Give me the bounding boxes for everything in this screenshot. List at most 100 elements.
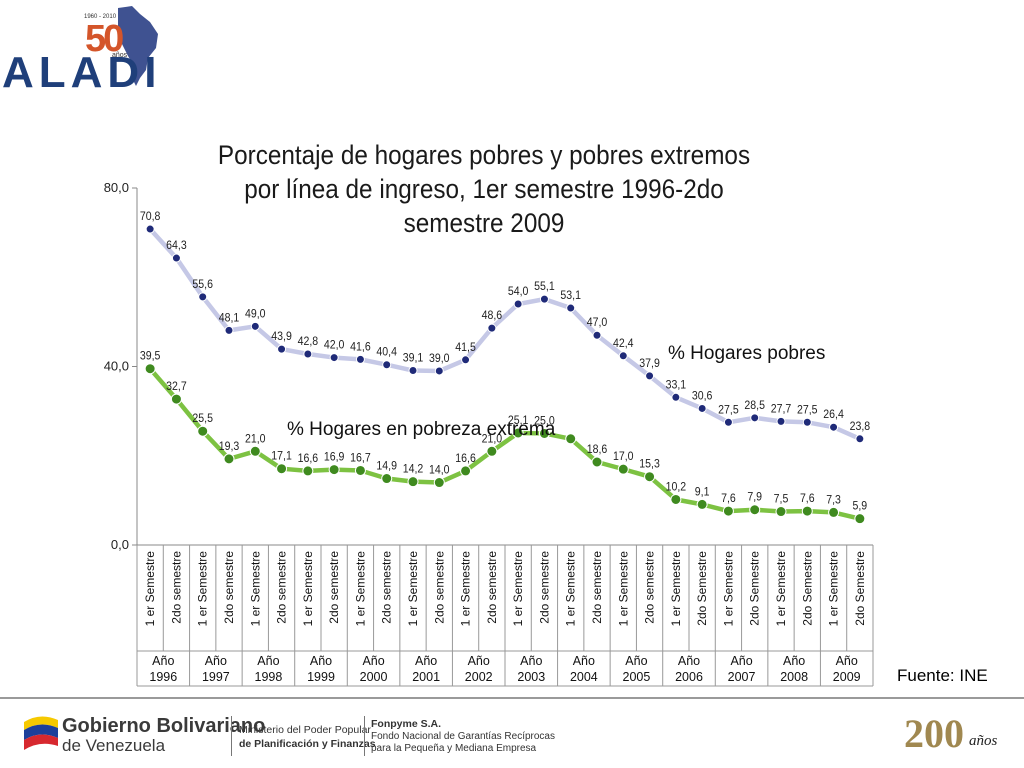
- x-group-year: 2008: [780, 670, 808, 684]
- data-point: [696, 498, 708, 510]
- data-label: 17,0: [613, 451, 634, 464]
- america-map-icon: [118, 6, 158, 86]
- x-tick-label: 1 er Semestre: [301, 551, 315, 627]
- data-label: 39,5: [140, 350, 161, 363]
- x-tick-label: 2do semestre: [222, 551, 236, 624]
- x-group-label: Año: [678, 654, 700, 668]
- data-point: [776, 416, 786, 426]
- data-label: 21,0: [482, 433, 503, 446]
- data-label: 7,3: [826, 494, 841, 507]
- data-point: [512, 427, 524, 439]
- x-tick-label: 1 er Semestre: [616, 551, 630, 627]
- data-point: [408, 366, 418, 376]
- x-tick-label: 1 er Semestre: [721, 551, 735, 627]
- data-label: 25,5: [192, 413, 213, 426]
- x-tick-label: 2do Semestre: [800, 551, 814, 626]
- x-group-label: Año: [415, 654, 437, 668]
- aladi-logo-text: ALADI: [2, 48, 162, 97]
- data-point: [198, 292, 208, 302]
- data-label: 41,5: [455, 341, 476, 354]
- data-point: [277, 344, 287, 354]
- aladi-anniversary-number: 50: [85, 18, 124, 60]
- y-tick-label: 80,0: [104, 180, 129, 195]
- x-tick-label: 1 er Semestre: [774, 551, 788, 627]
- venezuela-flag-icon: [24, 716, 58, 750]
- x-tick-label: 2do semestre: [327, 551, 341, 624]
- x-tick-label: 1 er Semestre: [353, 551, 367, 627]
- y-tick-label: 0,0: [111, 537, 129, 552]
- data-label: 39,0: [429, 352, 450, 365]
- data-point: [538, 427, 550, 439]
- x-group-year: 2005: [623, 670, 651, 684]
- legend-hogares-pobres: % Hogares pobres: [668, 343, 825, 364]
- data-point: [224, 325, 234, 335]
- x-tick-label: 1 er Semestre: [196, 551, 210, 627]
- x-tick-label: 1 er Semestre: [459, 551, 473, 627]
- series-line-pobreza-extrema: [148, 367, 861, 521]
- data-label: 14,2: [403, 463, 424, 476]
- x-tick-label: 1 er Semestre: [143, 551, 157, 627]
- aladi-logo: 1960 - 2010 50 años ALADI: [0, 0, 170, 100]
- data-point: [854, 513, 866, 525]
- data-label: 16,7: [350, 452, 371, 465]
- data-label: 40,4: [376, 346, 397, 359]
- data-label: 25,1: [508, 414, 529, 427]
- data-label: 41,6: [350, 341, 371, 354]
- data-point: [486, 445, 498, 457]
- data-point: [801, 505, 813, 517]
- data-point: [276, 463, 288, 475]
- x-tick-label: 2do Semestre: [853, 551, 867, 626]
- y-tick-label: 40,0: [104, 359, 129, 374]
- aladi-anos-label: años: [112, 52, 128, 59]
- data-label: 37,9: [639, 357, 660, 370]
- data-label: 70,8: [140, 210, 161, 223]
- data-label: 25,0: [534, 415, 555, 428]
- data-point: [223, 453, 235, 465]
- poverty-line-chart: 0,0 40,0 80,0 1 er Semestre 2do semestre 1 er…: [104, 180, 874, 687]
- data-label: 26,4: [823, 409, 844, 422]
- data-label: 33,1: [666, 379, 687, 392]
- data-point: [644, 471, 656, 483]
- x-group-year: 1997: [202, 670, 230, 684]
- x-group-year: 1998: [255, 670, 283, 684]
- data-point: [513, 299, 523, 309]
- data-point: [855, 434, 865, 444]
- data-label: 14,9: [376, 460, 397, 473]
- data-point: [355, 354, 365, 364]
- data-point: [539, 294, 549, 304]
- x-group-label: Año: [310, 654, 332, 668]
- x-tick-label: 2do semestre: [169, 551, 183, 624]
- x-tick-label: 2do semestre: [485, 551, 499, 624]
- data-point: [144, 363, 156, 375]
- series-line-hogares-pobres: [148, 227, 861, 441]
- x-tick-label: 2do semestre: [643, 551, 657, 624]
- data-label: 42,0: [324, 339, 345, 352]
- data-label: 39,1: [403, 352, 424, 365]
- bicentenario-number: 200: [904, 711, 964, 756]
- x-tick-label: 1 er Semestre: [406, 551, 420, 627]
- data-label: 27,5: [797, 404, 818, 417]
- data-label: 27,5: [718, 404, 739, 417]
- data-label: 48,1: [219, 312, 240, 325]
- x-group-year: 2002: [465, 670, 493, 684]
- x-tick-label: 2do semestre: [380, 551, 394, 624]
- data-point: [171, 253, 181, 263]
- x-group-year: 2009: [833, 670, 861, 684]
- data-label: 42,8: [298, 335, 319, 348]
- x-group-label: Año: [520, 654, 542, 668]
- data-label: 49,0: [245, 308, 266, 321]
- data-point: [249, 445, 261, 457]
- data-label: 19,3: [219, 440, 240, 453]
- data-point: [723, 417, 733, 427]
- x-tick-label: 2do Semestre: [748, 551, 762, 626]
- x-group-label: Año: [257, 654, 279, 668]
- x-group-label: Año: [205, 654, 227, 668]
- data-point: [828, 506, 840, 518]
- data-label: 10,2: [666, 481, 687, 494]
- chart-title: Porcentaje de hogares pobres y pobres ex…: [217, 140, 751, 238]
- data-point: [829, 422, 839, 432]
- data-point: [618, 351, 628, 361]
- gobierno-line1: Gobierno Bolivariano: [62, 715, 266, 737]
- x-group-label: Año: [573, 654, 595, 668]
- x-tick-label: 1 er Semestre: [248, 551, 262, 627]
